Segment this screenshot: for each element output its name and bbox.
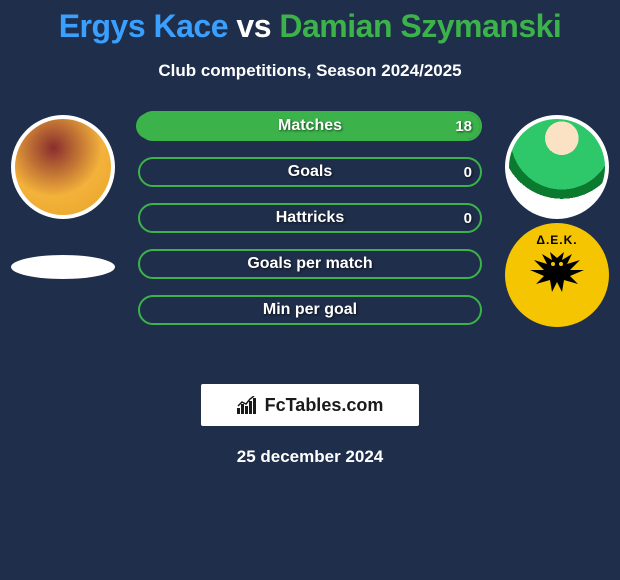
stat-bar-mpg: Min per goal xyxy=(138,295,482,325)
bar-value-right: 18 xyxy=(455,111,472,141)
player-b-avatar-image xyxy=(509,119,605,215)
player-b-avatar xyxy=(505,115,609,219)
title-vs: vs xyxy=(236,8,279,44)
player-a-column xyxy=(8,111,118,279)
stat-bar-matches: Matches18 xyxy=(138,111,482,141)
date-label: 25 december 2024 xyxy=(0,447,620,467)
player-a-name: Ergys Kace xyxy=(59,8,228,44)
club-b-acronym: Δ.Ε.Κ. xyxy=(536,233,577,247)
page-title: Ergys Kace vs Damian Szymanski xyxy=(0,0,620,45)
player-b-name: Damian Szymanski xyxy=(279,8,561,44)
stat-bar-hattricks: Hattricks0 xyxy=(138,203,482,233)
player-a-club-logo xyxy=(11,255,115,279)
bars-icon xyxy=(237,396,259,414)
bar-label: Hattricks xyxy=(138,203,482,233)
bar-label: Matches xyxy=(138,111,482,141)
eagle-icon xyxy=(530,252,584,302)
stat-bar-gpm: Goals per match xyxy=(138,249,482,279)
bar-value-right: 0 xyxy=(464,203,472,233)
player-b-column: Δ.Ε.Κ. xyxy=(502,111,612,327)
subtitle: Club competitions, Season 2024/2025 xyxy=(0,61,620,81)
comparison-panel: Δ.Ε.Κ. Matches18Goals0Hattricks0Goals pe… xyxy=(0,111,620,361)
brand-text: FcTables.com xyxy=(265,395,384,416)
brand-badge: FcTables.com xyxy=(200,383,420,427)
bar-value-right: 0 xyxy=(464,157,472,187)
bar-label: Min per goal xyxy=(138,295,482,325)
stat-bars: Matches18Goals0Hattricks0Goals per match… xyxy=(138,111,482,325)
bar-label: Goals per match xyxy=(138,249,482,279)
stat-bar-goals: Goals0 xyxy=(138,157,482,187)
bar-label: Goals xyxy=(138,157,482,187)
player-a-avatar-image xyxy=(15,119,111,215)
player-a-avatar xyxy=(11,115,115,219)
player-b-club-logo: Δ.Ε.Κ. xyxy=(505,223,609,327)
